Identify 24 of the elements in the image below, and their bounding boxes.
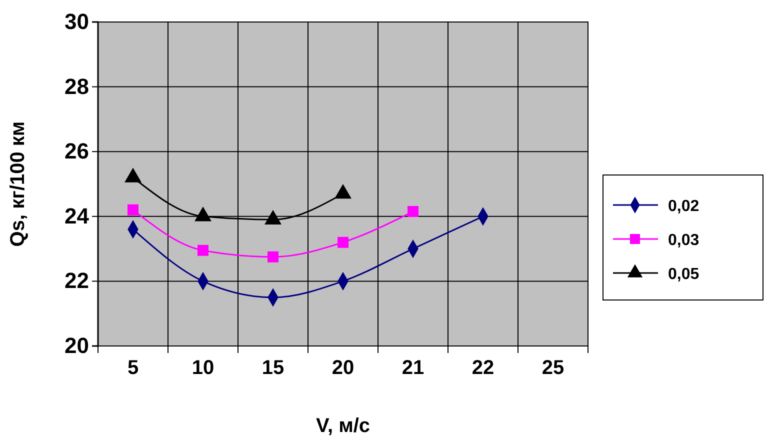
point [124,168,142,182]
y-tick-label: 22 [64,268,89,294]
y-tick-label: 24 [64,203,90,228]
x-tick-label: 10 [192,357,214,380]
y-tick-label: 28 [64,74,89,99]
y-axis-title: Qs, кг/100 км [7,121,29,247]
point [198,244,208,256]
point [408,206,418,218]
x-tick-label: 25 [542,357,564,380]
x-tick-label: 22 [472,357,494,380]
point [268,251,278,262]
legend-label: 0,03 [668,232,700,249]
x-tick-label: 5 [127,357,139,380]
x-tick-label: 15 [262,357,284,380]
y-tick-label: 26 [64,138,89,164]
x-axis-title: V, м/с [316,415,370,437]
legend-label: 0,05 [668,266,700,283]
point [338,236,348,248]
y-tick-label: 20 [64,333,89,358]
point [128,204,138,216]
x-tick-label: 21 [402,357,424,380]
y-tick-label: 30 [64,9,89,34]
legend-label: 0,02 [668,198,700,215]
x-tick-label: 20 [332,357,354,380]
